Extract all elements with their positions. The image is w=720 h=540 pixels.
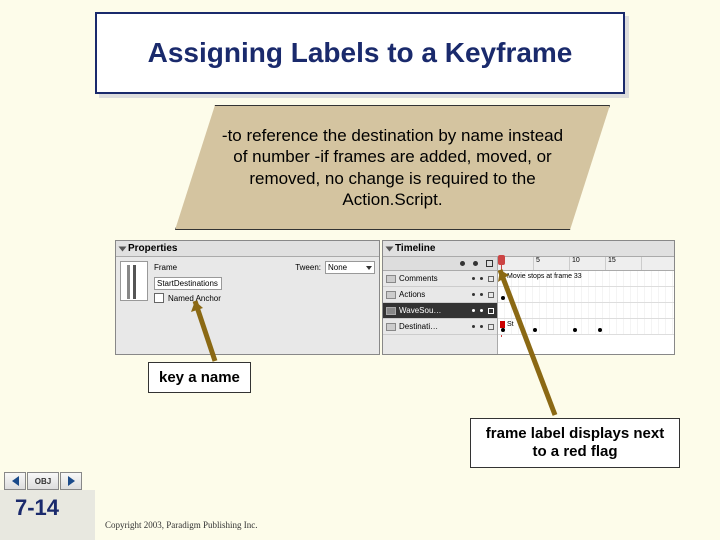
layer-destination[interactable]: Destinati… bbox=[383, 319, 497, 335]
screenshot-panels: Properties Frame Tween: None Named Ancho… bbox=[115, 240, 675, 355]
flag-icon bbox=[500, 321, 505, 328]
layer-controls-header bbox=[383, 257, 497, 271]
expand-icon bbox=[119, 246, 127, 251]
keyframe-dot bbox=[573, 328, 577, 332]
keyframe-dot bbox=[501, 328, 505, 332]
nav-prev-button[interactable] bbox=[4, 472, 26, 490]
properties-header[interactable]: Properties bbox=[116, 241, 379, 257]
outline-icon[interactable] bbox=[486, 260, 493, 267]
layer-wavesound[interactable]: WaveSou… bbox=[383, 303, 497, 319]
properties-panel: Properties Frame Tween: None Named Ancho… bbox=[115, 240, 380, 355]
keyframe-dot bbox=[501, 296, 505, 300]
nav-next-button[interactable] bbox=[60, 472, 82, 490]
triangle-left-icon bbox=[12, 476, 19, 486]
triangle-right-icon bbox=[68, 476, 75, 486]
callout-frame-label: frame label displays next to a red flag bbox=[470, 418, 680, 468]
keyframe-dot bbox=[598, 328, 602, 332]
description-parallelogram: -to reference the destination by name in… bbox=[175, 105, 610, 230]
layer-icon bbox=[386, 291, 396, 299]
frame-ruler: 1 5 10 15 bbox=[498, 257, 674, 271]
chevron-down-icon bbox=[366, 266, 372, 270]
tween-label: Tween: bbox=[295, 263, 321, 272]
frames-destination[interactable]: St bbox=[498, 319, 674, 335]
layer-icon bbox=[386, 323, 396, 331]
obj-button[interactable]: OBJ bbox=[27, 472, 59, 490]
expand-icon bbox=[386, 246, 394, 251]
properties-title: Properties bbox=[128, 243, 177, 254]
keyframe-dot bbox=[533, 328, 537, 332]
layers-column: Comments Actions WaveSou… Destinati… bbox=[383, 257, 498, 354]
frames-actions[interactable] bbox=[498, 287, 674, 303]
layer-icon bbox=[386, 275, 396, 283]
layer-comments[interactable]: Comments bbox=[383, 271, 497, 287]
lock-icon[interactable] bbox=[473, 261, 478, 266]
timeline-title: Timeline bbox=[395, 243, 435, 254]
frame-name-input[interactable] bbox=[154, 277, 222, 290]
layer-actions[interactable]: Actions bbox=[383, 287, 497, 303]
timeline-panel: Timeline Comments Actions bbox=[382, 240, 675, 355]
copyright-text: Copyright 2003, Paradigm Publishing Inc. bbox=[105, 520, 258, 530]
frames-area[interactable]: 1 5 10 15 Movie stops at frame 33 bbox=[498, 257, 674, 354]
named-anchor-checkbox[interactable] bbox=[154, 293, 164, 303]
callout-key-name: key a name bbox=[148, 362, 251, 393]
nav-controls: OBJ bbox=[4, 472, 82, 490]
frame-type-icon[interactable] bbox=[120, 261, 148, 301]
frames-comments[interactable]: Movie stops at frame 33 bbox=[498, 271, 674, 287]
description-text: -to reference the destination by name in… bbox=[221, 125, 564, 210]
page-number: 7-14 bbox=[15, 495, 59, 521]
title-container: Assigning Labels to a Keyframe bbox=[95, 12, 625, 94]
layer-icon bbox=[386, 307, 396, 315]
frames-wavesound[interactable] bbox=[498, 303, 674, 319]
named-anchor-label: Named Anchor bbox=[168, 294, 221, 303]
visibility-icon[interactable] bbox=[460, 261, 465, 266]
page-title: Assigning Labels to a Keyframe bbox=[148, 38, 573, 69]
frame-label: Frame bbox=[154, 263, 177, 272]
flag-icon bbox=[500, 273, 505, 280]
tween-dropdown[interactable]: None bbox=[325, 261, 375, 274]
timeline-header[interactable]: Timeline bbox=[383, 241, 674, 257]
